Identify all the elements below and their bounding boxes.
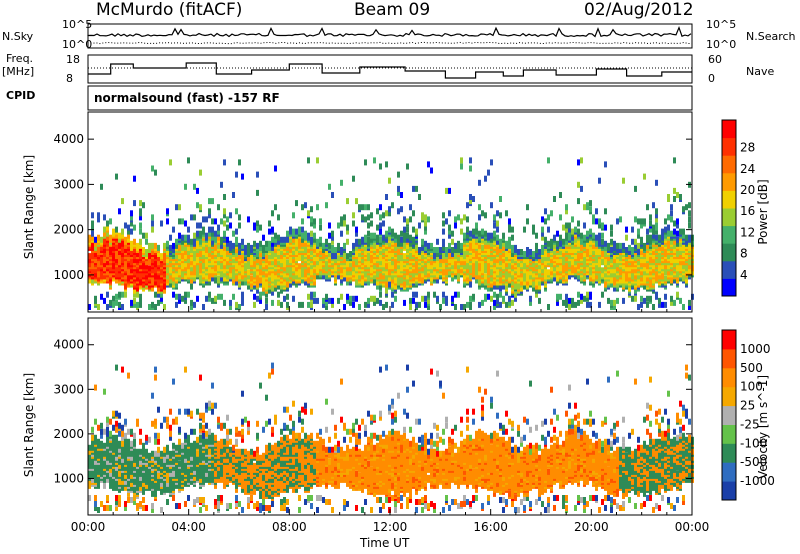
nsky-trace bbox=[87, 26, 692, 38]
power-ytick-label-2: 3000 bbox=[53, 177, 84, 191]
power-heatmap-cells bbox=[88, 157, 694, 310]
time-tick-label-2: 08:00 bbox=[272, 520, 307, 534]
freq-tick-low: 8 bbox=[66, 72, 73, 85]
nave-label: Nave bbox=[746, 65, 775, 78]
nave-tick-high: 60 bbox=[708, 53, 722, 66]
velocity-colorbar-tick-7: -1000 bbox=[740, 474, 775, 488]
nsky-tick-low: 10^0 bbox=[62, 38, 93, 51]
velocity-colorbar-tick-2: 100 bbox=[740, 380, 763, 394]
velocity-colorbar-swatch-5 bbox=[722, 386, 736, 407]
freq-label: Freq. bbox=[6, 52, 34, 65]
beam-title: Beam 09 bbox=[354, 0, 431, 20]
time-tick-label-1: 04:00 bbox=[171, 520, 206, 534]
nsky-tick-high: 10^5 bbox=[62, 18, 93, 31]
power-colorbar-frame bbox=[721, 119, 737, 297]
cpid-label: CPID bbox=[6, 89, 36, 102]
time-tick-label-6: 00:00 bbox=[675, 520, 710, 534]
power-colorbar-swatch-7 bbox=[722, 155, 736, 174]
power-colorbar-tick-3: 16 bbox=[740, 204, 755, 218]
freq-trace bbox=[88, 62, 692, 79]
time-tick-label-5: 20:00 bbox=[574, 520, 609, 534]
velocity-colorbar-swatch-1 bbox=[722, 462, 736, 482]
power-colorbar-tick-0: 4 bbox=[740, 268, 748, 282]
velocity-colorbar-swatch-7 bbox=[722, 348, 736, 369]
cpid-text: normalsound (fast) -157 RF bbox=[94, 91, 280, 105]
power-colorbar-swatch-2 bbox=[722, 243, 736, 262]
date-title: 02/Aug/2012 bbox=[584, 0, 694, 20]
nsearch-tick-low: 10^0 bbox=[706, 38, 737, 51]
time-tick-label-3: 12:00 bbox=[373, 520, 408, 534]
velocity-ytick-label-3: 4000 bbox=[53, 338, 84, 352]
power-colorbar-tick-5: 24 bbox=[740, 162, 755, 176]
power-colorbar-swatch-5 bbox=[722, 190, 736, 209]
nave-tick-low: 0 bbox=[708, 72, 715, 85]
velocity-colorbar-tick-5: -100 bbox=[740, 436, 767, 450]
cpid-panel-frame bbox=[87, 85, 693, 111]
power-ytick-label-1: 2000 bbox=[53, 223, 84, 237]
power-colorbar-tick-6: 28 bbox=[740, 141, 755, 155]
velocity-colorbar-frame bbox=[721, 329, 737, 501]
freq-panel-frame bbox=[87, 54, 693, 84]
nsearch-trace bbox=[87, 41, 693, 45]
velocity-ytick-label-1: 2000 bbox=[53, 427, 84, 441]
freq-tick-high: 18 bbox=[66, 53, 80, 66]
velocity-colorbar-tick-6: -500 bbox=[740, 455, 767, 469]
velocity-heatmap-cells bbox=[88, 362, 694, 513]
nsearch-tick-high: 10^5 bbox=[706, 18, 737, 31]
power-colorbar-swatch-9 bbox=[722, 120, 736, 139]
power-colorbar-tick-4: 20 bbox=[740, 183, 755, 197]
power-colorbar-tick-1: 8 bbox=[740, 247, 748, 261]
velocity-colorbar-swatch-0 bbox=[722, 481, 736, 501]
power-ytick-label-3: 4000 bbox=[53, 132, 84, 146]
velocity-colorbar-swatch-4 bbox=[722, 405, 736, 425]
velocity-ytick-label-0: 1000 bbox=[53, 471, 84, 485]
velocity-ytick-label-2: 3000 bbox=[53, 382, 84, 396]
velocity-colorbar-tick-1: 500 bbox=[740, 361, 763, 375]
power-colorbar-swatch-3 bbox=[722, 225, 736, 244]
time-axis-title: Time UT bbox=[360, 536, 410, 550]
velocity-colorbar-tick-4: -25 bbox=[740, 417, 760, 431]
velocity-colorbar-tick-0: 1000 bbox=[740, 342, 771, 356]
freq-unit: [MHz] bbox=[2, 65, 35, 78]
power-colorbar-swatch-6 bbox=[722, 172, 736, 191]
power-colorbar-swatch-8 bbox=[722, 137, 736, 156]
power-colorbar-tick-2: 12 bbox=[740, 225, 755, 239]
power-colorbar-swatch-1 bbox=[722, 260, 736, 279]
velocity-colorbar-swatch-8 bbox=[722, 330, 736, 350]
time-tick-label-0: 00:00 bbox=[71, 520, 106, 534]
nsky-label: N.Sky bbox=[2, 30, 34, 43]
nsearch-label: N.Search bbox=[746, 30, 796, 43]
power-colorbar-swatch-4 bbox=[722, 208, 736, 227]
time-tick-label-4: 16:00 bbox=[473, 520, 508, 534]
velocity-colorbar-tick-3: 25 bbox=[740, 399, 755, 413]
velocity-colorbar-swatch-3 bbox=[722, 424, 736, 444]
velocity-colorbar-swatch-2 bbox=[722, 443, 736, 463]
velocity-colorbar-swatch-6 bbox=[722, 367, 736, 388]
power-ytick-label-0: 1000 bbox=[53, 268, 84, 282]
station-title: McMurdo (fitACF) bbox=[96, 0, 243, 20]
power-colorbar-swatch-0 bbox=[722, 278, 736, 297]
